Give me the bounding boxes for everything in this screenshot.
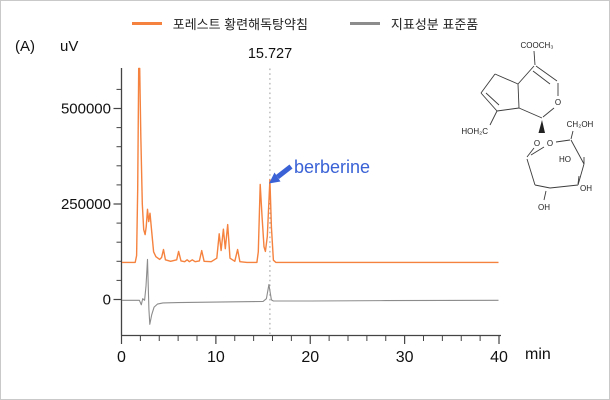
- trace-standard: [122, 258, 499, 325]
- peak-annotation-label: berberine: [294, 157, 370, 177]
- berberine-arrow-head: [269, 172, 281, 184]
- structure-label-hoh2c: HOH₂C: [461, 127, 488, 136]
- chemical-structure-geniposide: COOCH₃ HOH₂C O O O CH₂OH HO OH OH: [461, 41, 593, 212]
- x-tick-label: 20: [301, 349, 319, 366]
- x-tick-label: 0: [117, 349, 126, 366]
- legend-line-gray: [349, 22, 380, 25]
- structure-label-sugar-o: O: [547, 139, 553, 148]
- peak-annotation: berberine: [269, 157, 370, 184]
- x-tick-label: 10: [207, 349, 225, 366]
- retention-time-label: 15.727: [248, 46, 292, 62]
- stereo-wedge-bond: [538, 120, 545, 133]
- legend-label-standard: 지표성분 표준품: [390, 17, 479, 32]
- structure-label-glycosidic-o: O: [534, 139, 540, 148]
- legend-line-orange: [131, 22, 162, 25]
- trace-sample: [122, 67, 499, 264]
- y-tick-label: 250000: [61, 196, 111, 213]
- structure-label-ch2oh: CH₂OH: [567, 120, 594, 129]
- structure-label-ring-o: O: [555, 98, 561, 107]
- panel-label: (A): [15, 38, 35, 55]
- y-axis-unit-label: uV: [60, 38, 78, 55]
- structure-label-ho: HO: [559, 155, 571, 164]
- berberine-arrow-shaft: [275, 164, 293, 179]
- legend: 포레스트 황련해독탕약침 지표성분 표준품: [1, 14, 609, 33]
- legend-label-sample: 포레스트 황련해독탕약침: [172, 17, 308, 32]
- structure-label-oh-right: OH: [580, 184, 592, 193]
- x-tick-label: 30: [396, 349, 414, 366]
- legend-item-sample: 포레스트 황련해독탕약침: [131, 14, 308, 33]
- y-tick-label: 0: [103, 292, 111, 309]
- y-tick-label: 500000: [61, 101, 111, 118]
- plot-generated-content: 0 250000 500000 0 10 20 30 40: [61, 67, 508, 366]
- structure-label-oh-bottom: OH: [538, 203, 550, 212]
- x-tick-label: 40: [490, 349, 508, 366]
- legend-item-standard: 지표성분 표준품: [349, 14, 479, 33]
- x-axis-unit-label: min: [525, 346, 551, 363]
- structure-label-cooch3: COOCH₃: [520, 41, 553, 50]
